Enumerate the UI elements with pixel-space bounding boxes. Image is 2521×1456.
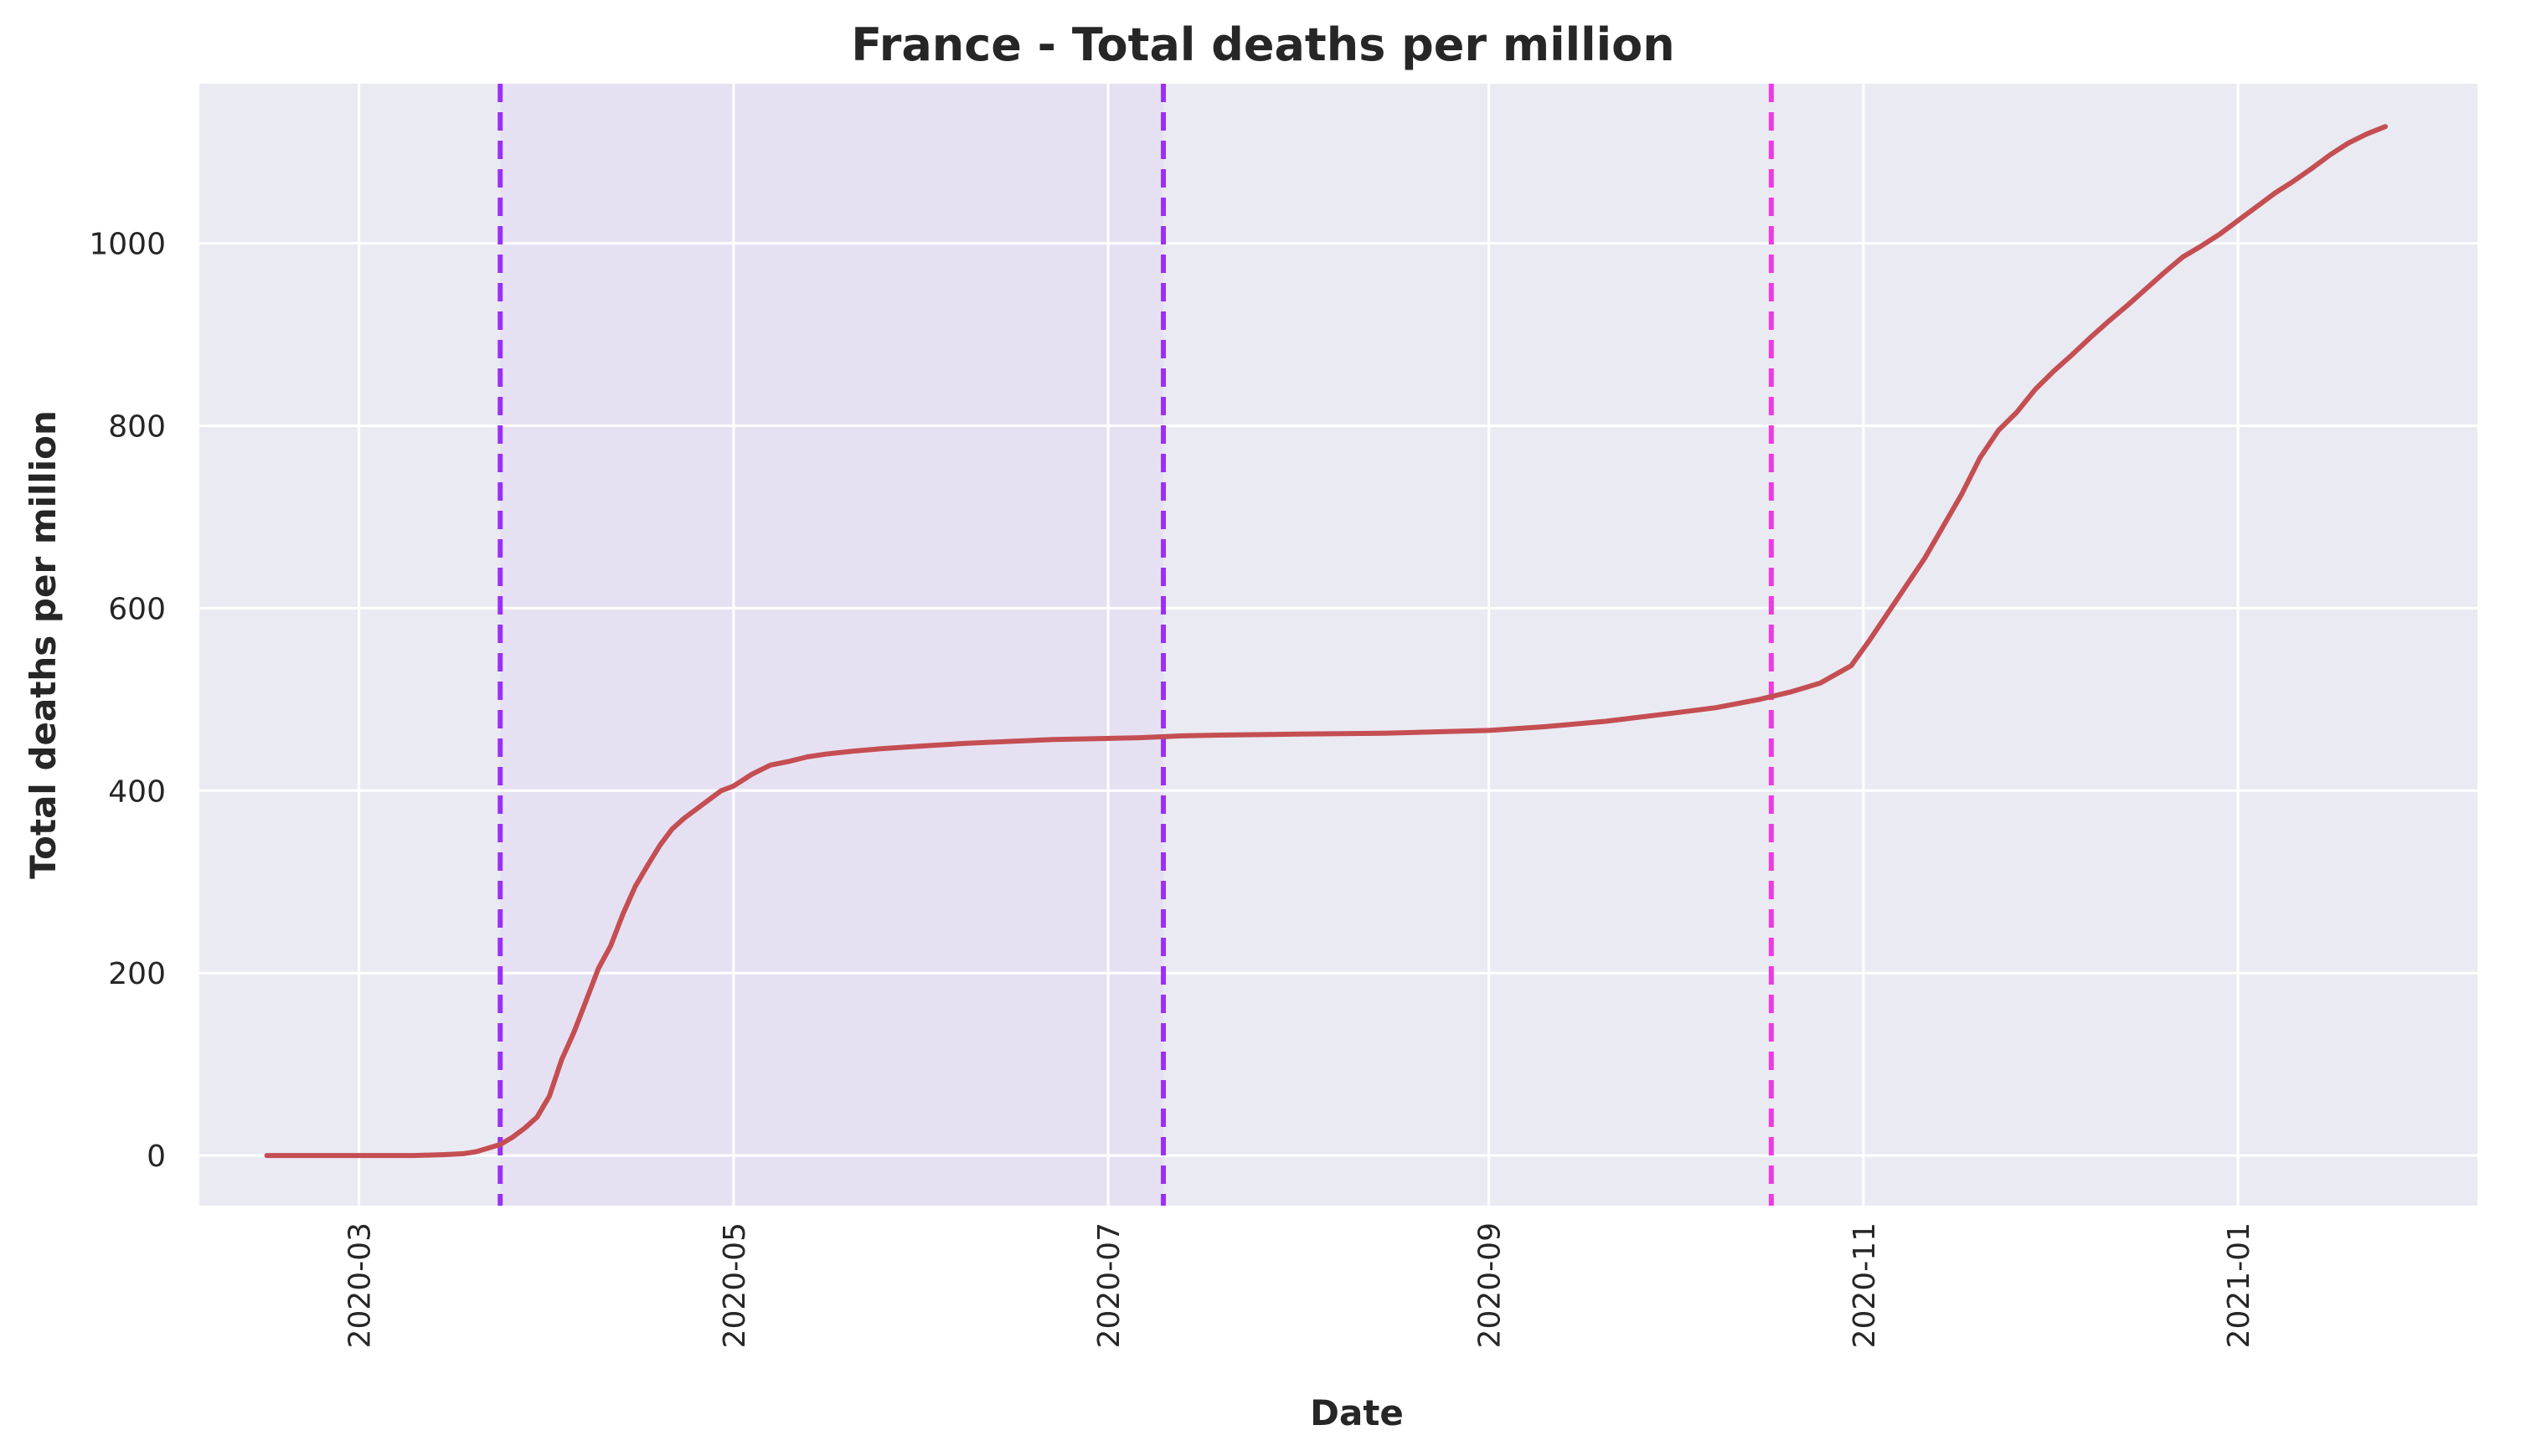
deaths-series-line	[264, 124, 2388, 1159]
y-tick-label: 400	[108, 774, 166, 809]
x-tick-label: 2021-01	[2222, 1222, 2256, 1348]
y-tick-label: 200	[108, 957, 166, 991]
y-axis-ticks: 0 200 400 600 800 1000	[89, 228, 166, 1174]
x-tick-label: 2020-09	[1473, 1222, 1508, 1348]
x-axis-ticks: 2020-03 2020-05 2020-07 2020-09 2020-11 2021-…	[343, 1222, 2256, 1348]
y-tick-label: 1000	[89, 228, 166, 262]
vertical-markers	[497, 84, 1774, 1206]
chart-title: France - Total deaths per million	[851, 18, 1674, 71]
shaded-period	[500, 84, 1164, 1206]
x-tick-label: 2020-11	[1848, 1222, 1882, 1348]
y-tick-label: 0	[147, 1140, 166, 1174]
x-tick-label: 2020-03	[343, 1222, 378, 1348]
x-axis-label: Date	[1310, 1392, 1404, 1433]
gridlines	[199, 84, 2477, 1206]
x-tick-label: 2020-05	[718, 1222, 752, 1348]
y-tick-label: 600	[108, 592, 166, 626]
y-axis-label: Total deaths per million	[23, 410, 64, 879]
x-tick-label: 2020-07	[1092, 1222, 1126, 1348]
y-tick-label: 800	[108, 410, 166, 445]
